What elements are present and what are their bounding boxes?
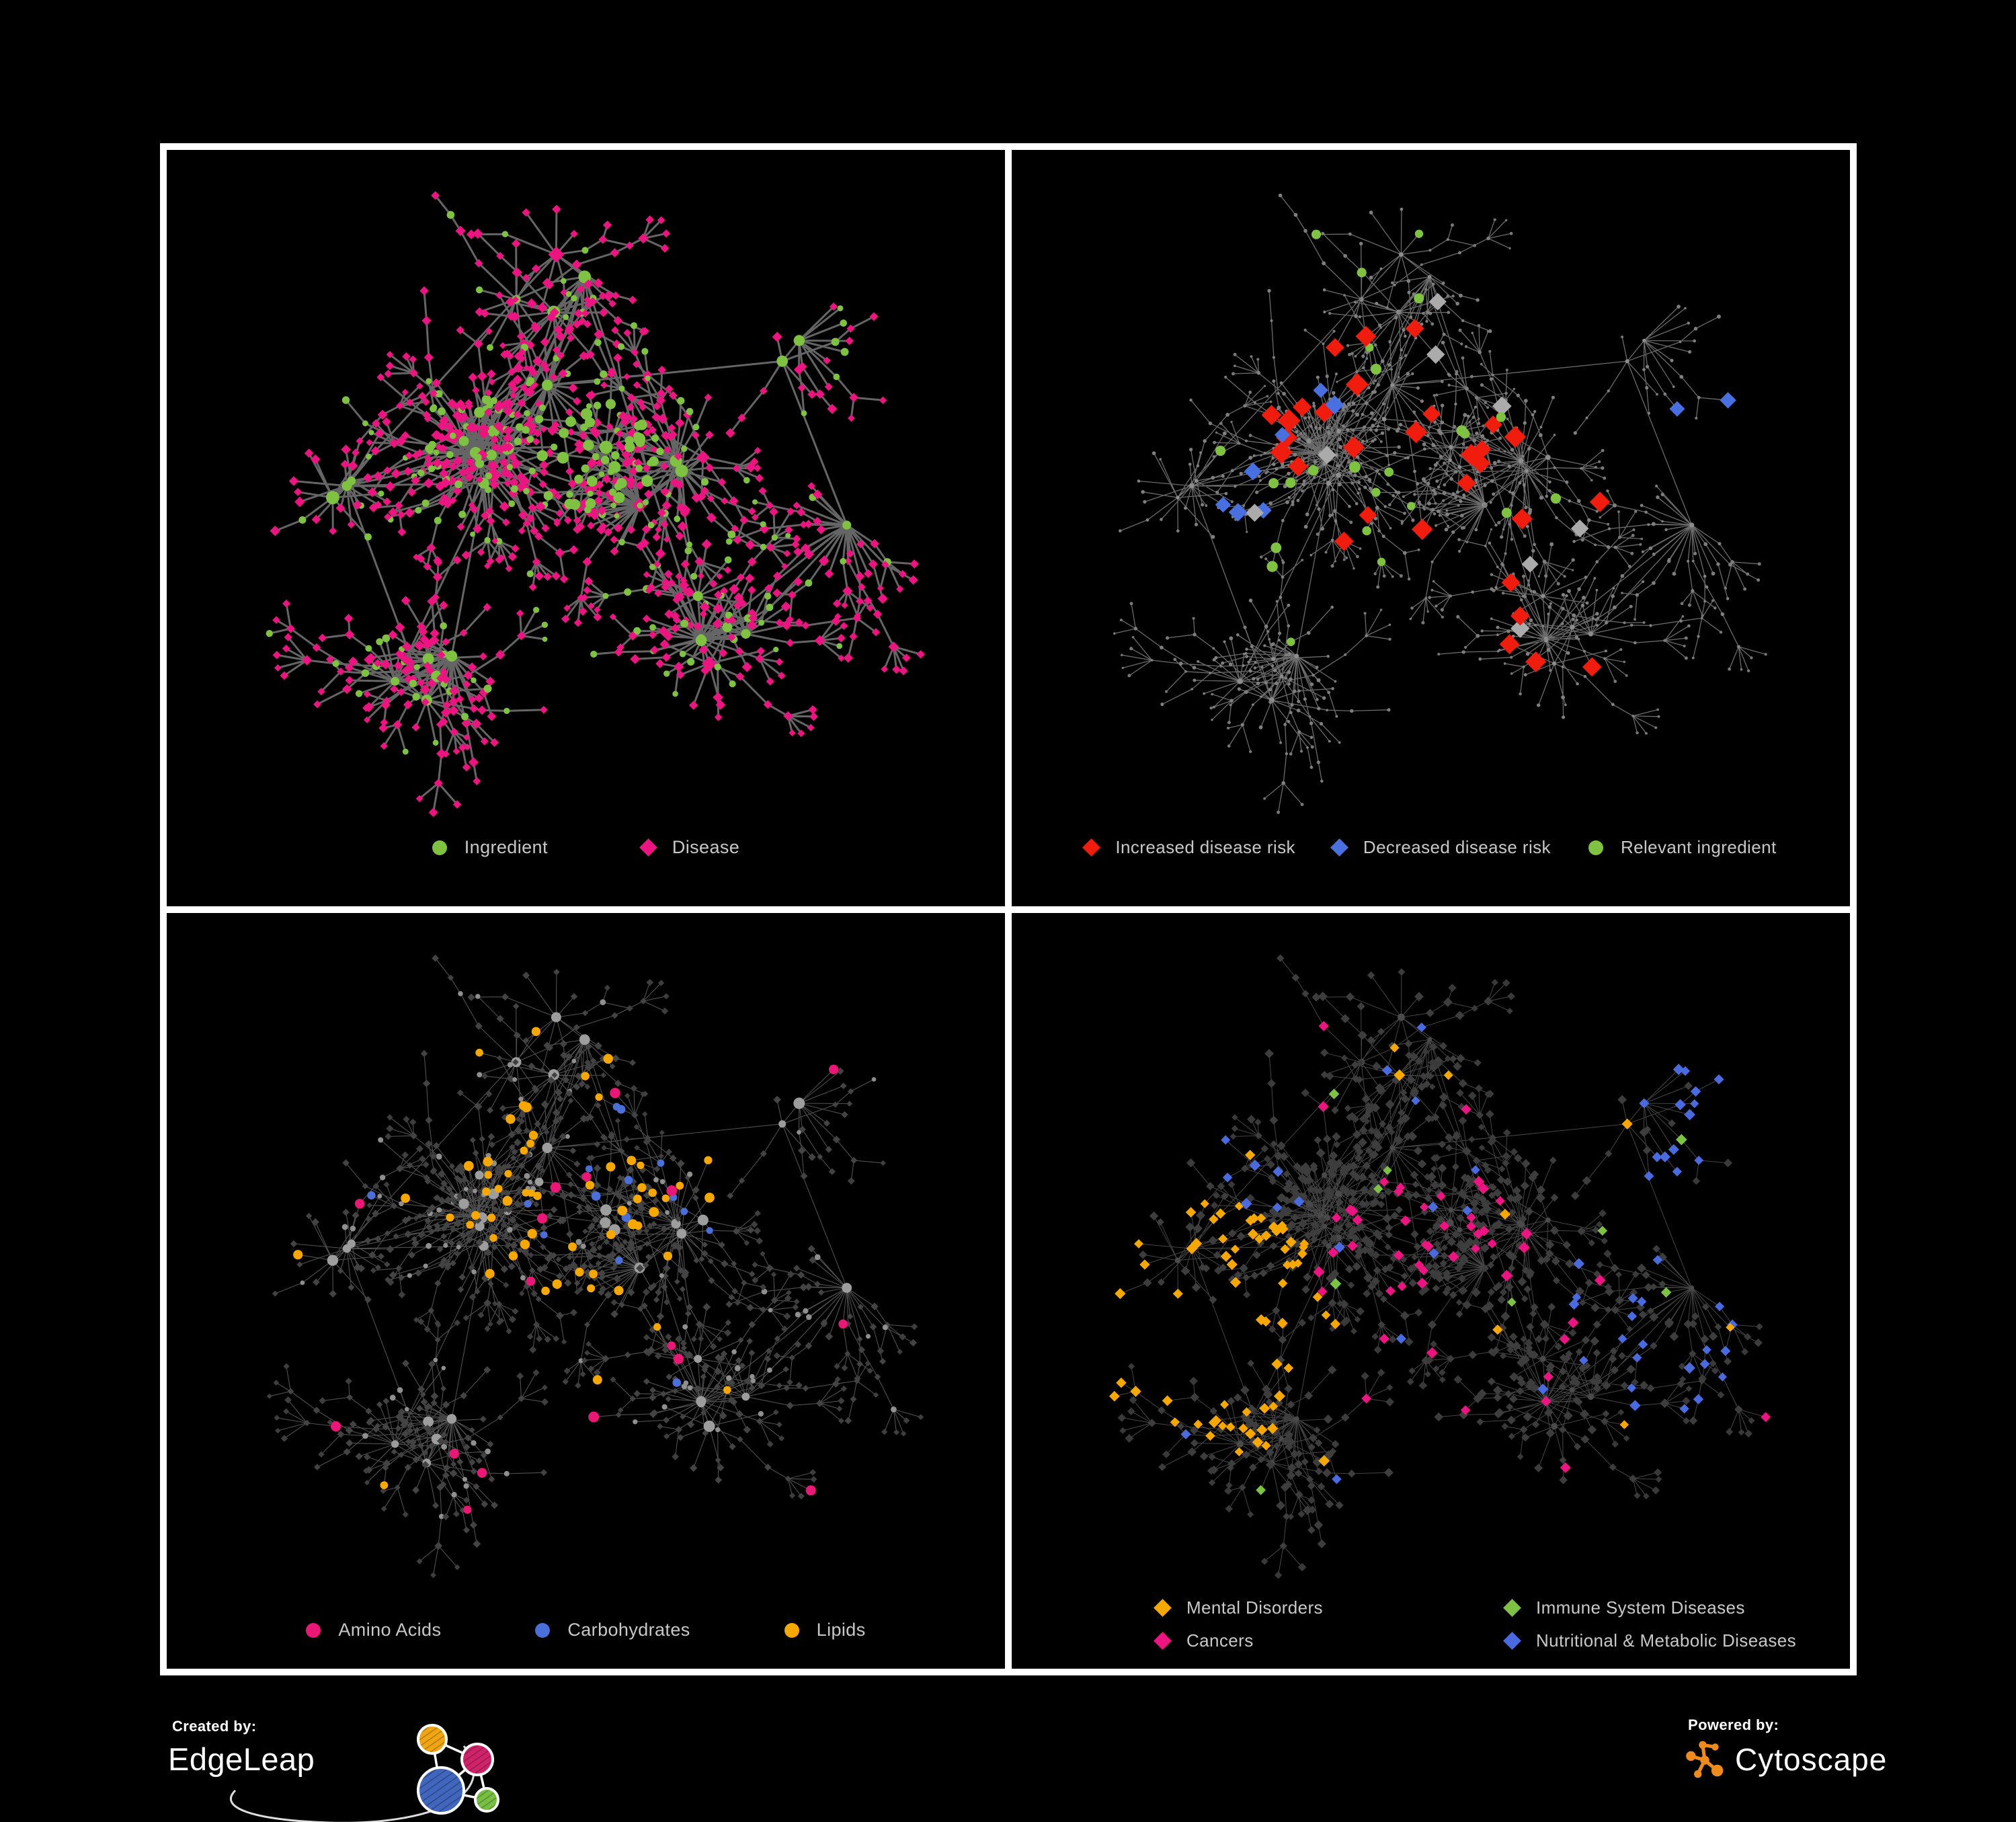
legend-item-decreased-risk: Decreased disease risk xyxy=(1330,837,1551,858)
cytoscape-logo-row: Cytoscape xyxy=(1684,1738,1887,1781)
legend-nutrient-classes: Amino Acids Carbohydrates Lipids xyxy=(167,1620,1005,1640)
legend-item-cancers: Cancers xyxy=(1154,1630,1506,1651)
panel-disease-risk-network: Increased disease risk Decreased disease… xyxy=(1012,150,1850,906)
network-graph-ingredient-disease xyxy=(266,191,925,818)
legend-item-immune-system-diseases: Immune System Diseases xyxy=(1503,1597,1796,1618)
legend-item-lipids: Lipids xyxy=(784,1620,866,1640)
legend-label-relevant-ingredient: Relevant ingredient xyxy=(1620,837,1777,857)
legend-item-carbohydrates: Carbohydrates xyxy=(535,1620,690,1640)
network-graph-nutrient-classes xyxy=(266,954,924,1579)
legend-label-lipids: Lipids xyxy=(816,1620,866,1640)
immune-system-diseases-marker-icon xyxy=(1503,1599,1521,1617)
legend-item-relevant-ingredient: Relevant ingredient xyxy=(1588,837,1777,858)
legend-item-nutritional-metabolic-diseases: Nutritional & Metabolic Diseases xyxy=(1503,1630,1797,1651)
disease-marker-icon xyxy=(639,838,657,857)
amino-acids-marker-icon xyxy=(306,1622,321,1638)
relevant-ingredient-marker-icon xyxy=(1588,840,1603,855)
edgeleap-logo-icon xyxy=(230,1724,499,1822)
legend-disease-risk: Increased disease risk Decreased disease… xyxy=(1012,837,1850,858)
created-by-label: Created by: xyxy=(172,1718,257,1735)
legend-item-disease: Disease xyxy=(639,837,740,858)
powered-by-label: Powered by: xyxy=(1688,1716,1779,1733)
legend-label-cancers: Cancers xyxy=(1186,1630,1254,1651)
legend-label-ingredient: Ingredient xyxy=(464,837,548,857)
legend-item-increased-risk: Increased disease risk xyxy=(1082,837,1295,858)
carbohydrates-marker-icon xyxy=(535,1622,551,1638)
mental-disorders-marker-icon xyxy=(1154,1599,1172,1617)
legend-label-mental-disorders: Mental Disorders xyxy=(1186,1597,1323,1618)
ingredient-marker-icon xyxy=(432,840,447,855)
legend-item-ingredient: Ingredient xyxy=(432,837,548,858)
legend-label-decreased-risk: Decreased disease risk xyxy=(1363,837,1551,857)
legend-item-mental-disorders: Mental Disorders xyxy=(1154,1597,1506,1618)
edgeleap-brand-name: EdgeLeap xyxy=(168,1741,315,1777)
legend-label-amino-acids: Amino Acids xyxy=(338,1620,442,1640)
legend-label-immune-system-diseases: Immune System Diseases xyxy=(1536,1597,1745,1618)
increased-risk-marker-icon xyxy=(1082,838,1101,857)
network-graph-disease-risk xyxy=(1113,193,1767,814)
legend-item-amino-acids: Amino Acids xyxy=(306,1620,441,1640)
network-graph-disease-categories xyxy=(1108,954,1771,1579)
cancers-marker-icon xyxy=(1154,1632,1172,1650)
legend-disease-categories: Mental Disorders Immune System Diseases … xyxy=(1154,1597,1797,1651)
panel-ingredient-disease-network: Ingredient Disease xyxy=(167,150,1005,906)
created-by-block: Created by: EdgeLeap xyxy=(160,1711,536,1822)
powered-by-block: Powered by: Cytoscape xyxy=(1677,1711,2000,1798)
nutritional-metabolic-diseases-marker-icon xyxy=(1503,1632,1521,1650)
legend-label-carbohydrates: Carbohydrates xyxy=(567,1620,690,1640)
panel-grid: Ingredient Disease Increased disease ris… xyxy=(160,143,1857,1675)
panel-disease-categories-network: Mental Disorders Immune System Diseases … xyxy=(1012,913,1850,1669)
cytoscape-brand-name: Cytoscape xyxy=(1735,1742,1888,1777)
legend-label-increased-risk: Increased disease risk xyxy=(1115,837,1295,857)
legend-ingredient-disease: Ingredient Disease xyxy=(167,837,1005,858)
legend-label-disease: Disease xyxy=(672,837,740,857)
lipids-marker-icon xyxy=(784,1622,799,1638)
cytoscape-logo-icon xyxy=(1686,1741,1724,1778)
legend-label-nutritional-metabolic-diseases: Nutritional & Metabolic Diseases xyxy=(1536,1630,1797,1651)
panel-nutrient-classes-network: Amino Acids Carbohydrates Lipids xyxy=(167,913,1005,1669)
decreased-risk-marker-icon xyxy=(1330,838,1348,857)
